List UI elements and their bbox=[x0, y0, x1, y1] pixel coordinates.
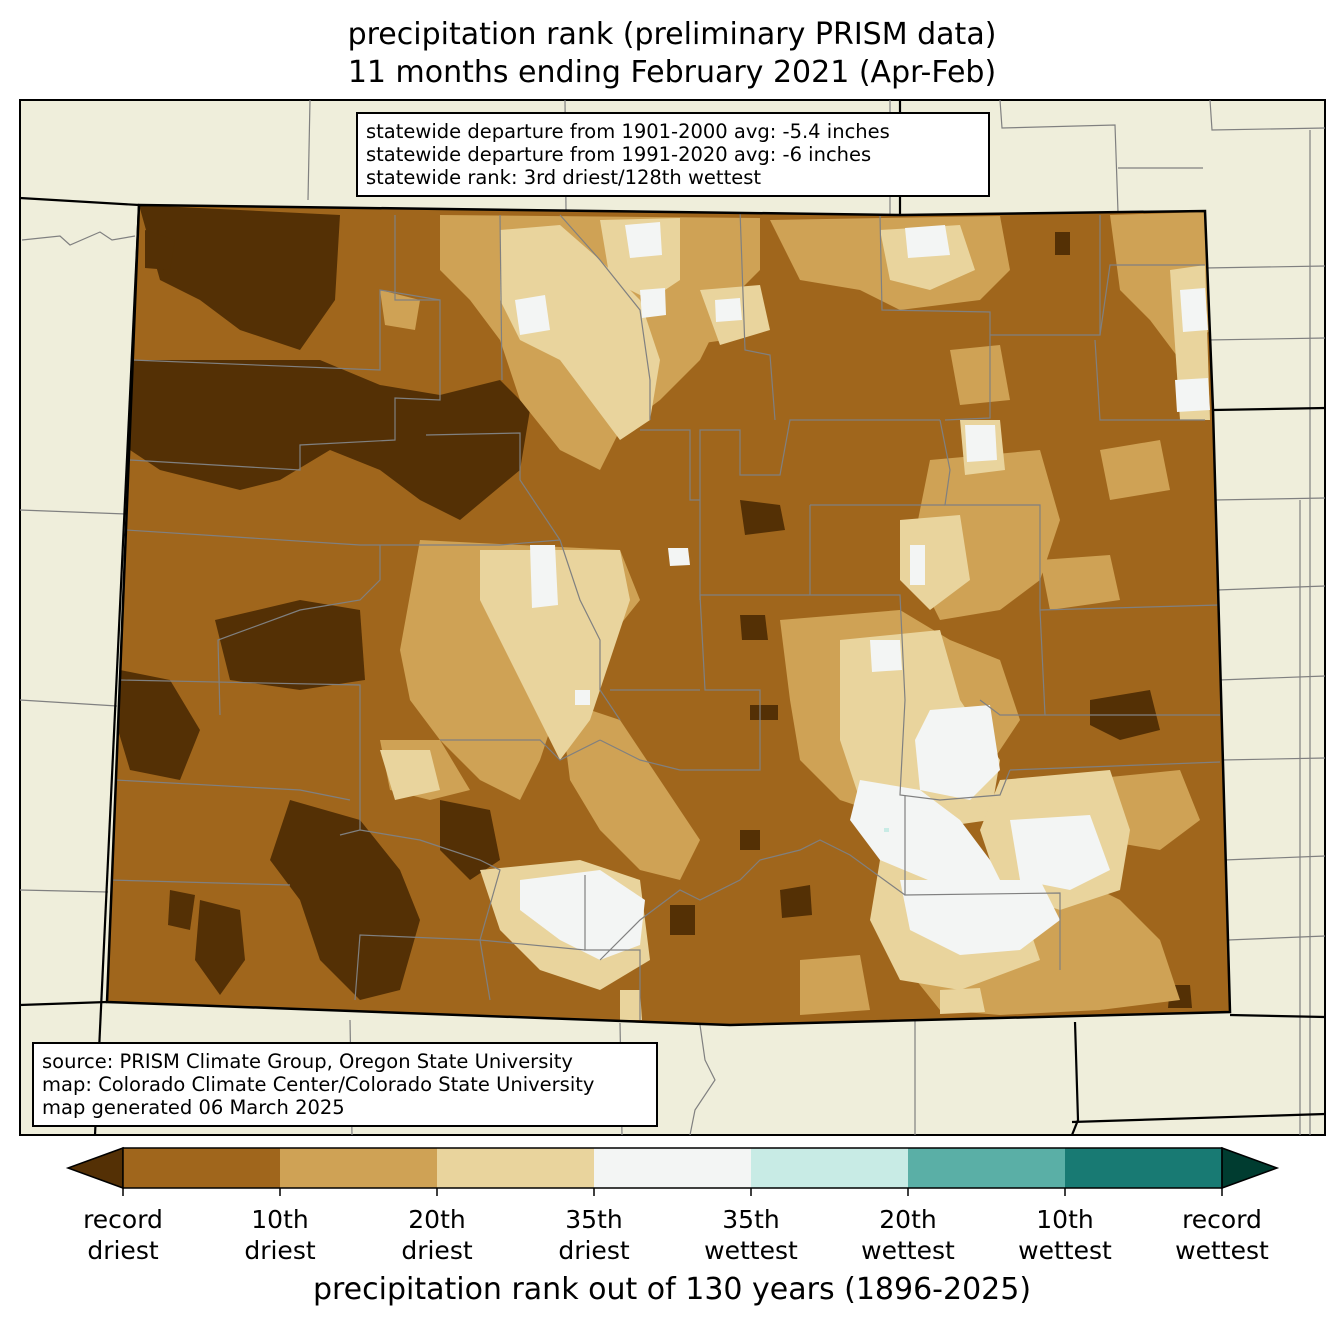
colorbar-record-driest bbox=[65, 1146, 124, 1190]
tick-label-20th-driest: 20th driest bbox=[401, 1205, 473, 1265]
stat-departure-1901: statewide departure from 1901-2000 avg: … bbox=[366, 120, 890, 143]
colorado-precip-field bbox=[107, 205, 1230, 1025]
county-lines bbox=[109, 209, 1221, 1020]
statewide-stats-box: statewide departure from 1901-2000 avg: … bbox=[356, 112, 990, 197]
colorbar-title: precipitation rank out of 130 years (189… bbox=[312, 1272, 1032, 1307]
stat-departure-1991: statewide departure from 1991-2020 avg: … bbox=[366, 143, 872, 166]
record-driest-zones bbox=[115, 205, 1192, 1010]
colorbar-20th-wettest bbox=[908, 1148, 1065, 1188]
colorbar bbox=[65, 1146, 1280, 1196]
tick-label-10th-driest: 10th driest bbox=[244, 1205, 316, 1265]
source-line: source: PRISM Climate Group, Oregon Stat… bbox=[42, 1050, 573, 1073]
tick-label-20th-wettest: 20th wettest bbox=[861, 1205, 955, 1265]
colorbar-near-normal bbox=[594, 1148, 751, 1188]
colorbar-10th-driest bbox=[123, 1148, 280, 1188]
tick-label-record-driest: record driest bbox=[83, 1205, 163, 1265]
colorbar-20th-driest bbox=[280, 1148, 437, 1188]
tick-label-10th-wettest: 10th wettest bbox=[1018, 1205, 1112, 1265]
map-credit-line: map: Colorado Climate Center/Colorado St… bbox=[42, 1073, 595, 1096]
tick-label-35th-wettest: 35th wettest bbox=[704, 1205, 798, 1265]
wettest-35th-spot bbox=[884, 828, 889, 832]
stat-rank: statewide rank: 3rd driest/128th wettest bbox=[366, 166, 762, 189]
colorado-outline bbox=[105, 203, 1232, 1027]
colorbar-10th-wettest bbox=[1065, 1148, 1222, 1188]
map-title-line2: 11 months ending February 2021 (Apr-Feb) bbox=[347, 55, 997, 90]
map-title-line1: precipitation rank (preliminary PRISM da… bbox=[347, 17, 997, 52]
generated-date-line: map generated 06 March 2025 bbox=[42, 1096, 345, 1119]
near-normal-zones bbox=[515, 222, 1210, 960]
colorbar-35th-wettest bbox=[751, 1148, 908, 1188]
colorbar-35th-driest bbox=[437, 1148, 594, 1188]
colorbar-record-wettest bbox=[1221, 1146, 1280, 1190]
source-box: source: PRISM Climate Group, Oregon Stat… bbox=[32, 1042, 658, 1127]
tick-label-record-wettest: record wettest bbox=[1175, 1205, 1269, 1265]
tick-label-35th-driest: 35th driest bbox=[558, 1205, 630, 1265]
